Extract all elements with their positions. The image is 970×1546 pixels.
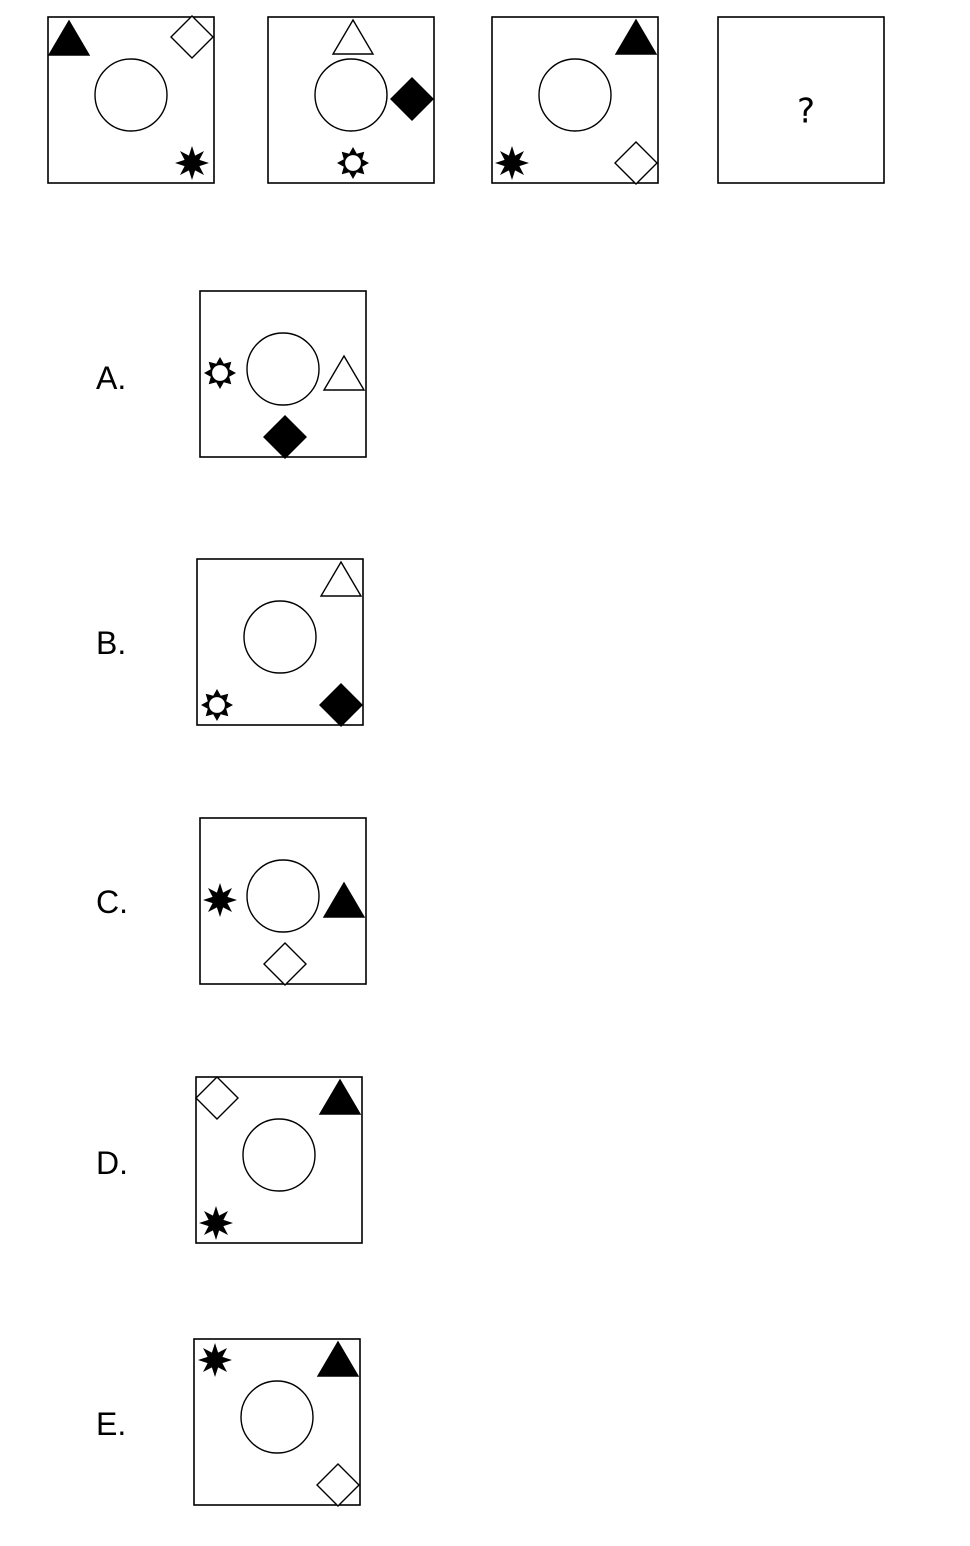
white-diamond <box>195 1076 239 1120</box>
option-b-panel <box>196 558 364 727</box>
black-triangle <box>318 1078 362 1115</box>
center-circle <box>538 58 612 132</box>
sequence-panel-2 <box>267 16 435 184</box>
black-diamond <box>319 683 363 727</box>
black-triangle <box>47 19 91 56</box>
center-circle <box>94 58 168 132</box>
white-diamond <box>316 1463 360 1507</box>
center-circle <box>240 1380 314 1454</box>
sun-icon <box>204 357 236 389</box>
white-triangle <box>331 18 375 55</box>
option-e-panel <box>193 1338 361 1507</box>
black-star <box>495 146 529 180</box>
black-diamond <box>390 77 434 121</box>
option-d-panel <box>195 1076 363 1244</box>
option-d-label: D. <box>96 1145 128 1181</box>
black-diamond <box>263 415 307 459</box>
white-triangle <box>322 354 366 391</box>
black-star <box>175 146 209 180</box>
black-triangle <box>322 881 366 918</box>
white-diamond <box>263 942 307 986</box>
center-circle <box>314 58 388 132</box>
black-star <box>198 1343 232 1377</box>
sun-icon <box>201 689 233 721</box>
center-circle <box>243 600 317 674</box>
black-triangle <box>316 1340 360 1377</box>
option-c-panel <box>199 817 367 986</box>
black-star <box>199 1206 233 1240</box>
white-diamond <box>170 15 214 59</box>
sun-core <box>343 153 363 173</box>
sequence-panel-4: ? <box>717 16 885 184</box>
option-c-label: C. <box>96 884 128 920</box>
white-triangle <box>319 560 363 597</box>
sun-core <box>207 695 227 715</box>
option-b-label: B. <box>96 625 127 661</box>
black-triangle <box>614 18 658 55</box>
center-circle <box>242 1118 316 1192</box>
center-circle <box>246 332 320 406</box>
sequence-panel-3 <box>491 16 659 185</box>
sun-icon <box>337 147 369 179</box>
question-mark: ? <box>797 92 815 132</box>
option-a-label: A. <box>96 360 127 396</box>
white-diamond <box>614 141 658 185</box>
black-star <box>203 883 237 917</box>
panel-frame <box>717 16 885 184</box>
sequence-panel-1 <box>47 15 215 184</box>
center-circle <box>246 859 320 933</box>
option-e-label: E. <box>96 1406 127 1442</box>
sun-core <box>210 363 230 383</box>
option-a-panel <box>199 290 367 459</box>
